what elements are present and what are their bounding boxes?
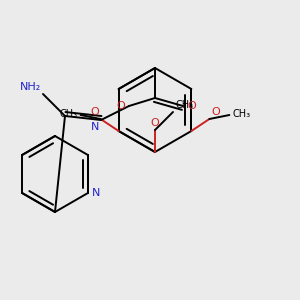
Text: CH₃: CH₃ xyxy=(176,100,194,110)
Text: O: O xyxy=(90,107,99,117)
Text: N: N xyxy=(91,122,99,132)
Text: CH₃: CH₃ xyxy=(59,109,78,119)
Text: O: O xyxy=(151,118,159,128)
Text: NH₂: NH₂ xyxy=(20,82,41,92)
Text: N: N xyxy=(92,188,100,198)
Text: O: O xyxy=(116,101,125,111)
Text: O: O xyxy=(187,101,196,111)
Text: O: O xyxy=(212,107,220,117)
Text: CH₃: CH₃ xyxy=(232,109,250,119)
